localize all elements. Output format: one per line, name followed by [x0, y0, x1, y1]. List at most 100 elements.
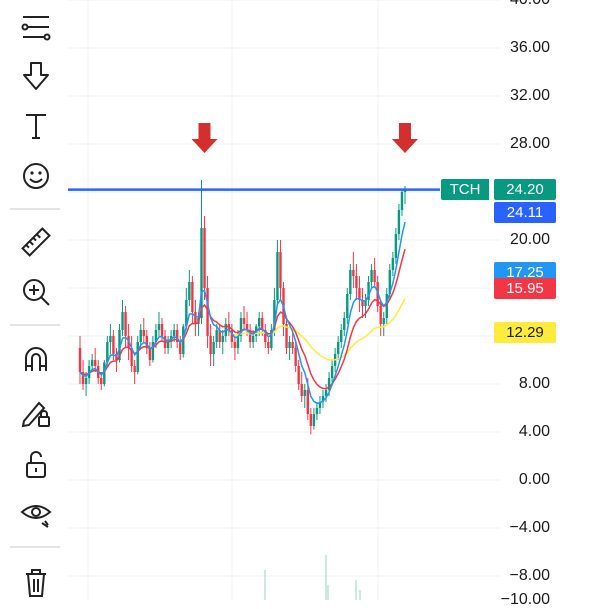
candle-body: [349, 270, 352, 294]
price-tag: 24.20: [494, 178, 556, 200]
down-arrow-annotation: [191, 123, 218, 153]
candle-body: [124, 312, 127, 336]
price-axis-label: 20.00: [509, 231, 550, 248]
price-axis-label: 4.00: [518, 423, 550, 440]
candle-body: [294, 348, 297, 366]
candle-body: [382, 318, 385, 324]
candle-body: [154, 330, 158, 342]
candle-body: [121, 312, 124, 330]
candle-body: [93, 360, 97, 366]
price-axis-label: 40.00: [510, 0, 550, 9]
candle-body: [236, 336, 240, 348]
candle-body: [291, 342, 294, 348]
candle-body: [400, 192, 404, 210]
candle-body: [321, 396, 325, 402]
price-axis-label: 36.00: [509, 39, 550, 56]
candle-body: [84, 378, 88, 384]
candle-body: [264, 330, 267, 342]
candle-body: [324, 390, 328, 396]
lock-drawing-icon[interactable]: [14, 392, 58, 432]
candle-body: [109, 336, 112, 342]
candle-body: [118, 330, 121, 360]
candle-body: [242, 318, 246, 324]
candle-body: [358, 288, 361, 300]
candle-body: [379, 306, 382, 324]
candle-body: [303, 390, 306, 396]
eye-icon[interactable]: [14, 494, 58, 534]
candle-body: [230, 330, 234, 342]
candle-body: [258, 318, 261, 327]
candle-body: [90, 360, 94, 366]
candle-body: [391, 258, 395, 270]
unlock-icon[interactable]: [14, 444, 58, 484]
candle-body: [261, 318, 264, 330]
candle-body: [361, 300, 364, 306]
candle-body: [106, 342, 109, 363]
candle-body: [157, 324, 161, 330]
candle-body: [78, 348, 82, 372]
candle-body: [166, 342, 170, 348]
candle-body: [273, 300, 276, 330]
candle-body: [194, 312, 197, 324]
arrow-down-icon[interactable]: [14, 56, 58, 96]
candle-body: [330, 366, 334, 378]
candle-body: [221, 336, 224, 342]
candle-body: [218, 330, 221, 342]
candle-body: [81, 372, 85, 384]
candle-body: [297, 366, 300, 384]
candle-body: [315, 408, 319, 414]
candle-body: [233, 342, 237, 348]
emoji-icon[interactable]: [14, 156, 58, 196]
candle-body: [100, 378, 103, 384]
candle-body: [312, 414, 316, 426]
candle-body: [306, 390, 310, 414]
candle-body: [388, 270, 392, 294]
candle-body: [370, 270, 373, 282]
zoom-in-icon[interactable]: [14, 272, 58, 312]
candle-body: [385, 294, 388, 318]
candle-body: [300, 384, 303, 396]
candle-body: [373, 270, 376, 282]
price-axis-label: 8.00: [518, 375, 550, 392]
ma-fast-line: [79, 221, 406, 405]
candle-body: [352, 270, 355, 276]
trash-icon[interactable]: [14, 562, 58, 602]
candle-body: [112, 336, 115, 354]
candle-body: [200, 228, 203, 318]
candle-body: [279, 252, 282, 288]
magnet-icon[interactable]: [14, 340, 58, 380]
candle-body: [239, 318, 243, 336]
trend-lines-icon[interactable]: [14, 6, 58, 46]
candle-body: [188, 282, 191, 300]
candle-body: [251, 336, 255, 342]
candle-body: [103, 362, 106, 384]
drawing-toolbar: [0, 0, 68, 600]
candle-body: [179, 342, 182, 354]
candle-body: [148, 348, 152, 360]
text-icon[interactable]: [14, 106, 58, 146]
price-axis-label: −10.00: [500, 591, 550, 608]
candle-body: [327, 378, 331, 390]
candle-body: [309, 414, 313, 426]
down-arrow-annotation: [391, 123, 418, 153]
ruler-icon[interactable]: [14, 222, 58, 262]
ma-slow-line: [231, 298, 406, 361]
candle-body: [215, 330, 218, 342]
candle-body: [185, 300, 188, 327]
candle-body: [142, 330, 145, 336]
toolbar-divider: [10, 324, 60, 326]
candle-body: [346, 294, 349, 318]
price-tag: 15.95: [494, 277, 556, 299]
candle-body: [209, 336, 212, 354]
candle-body: [203, 228, 206, 288]
candle-body: [340, 330, 343, 342]
candle-body: [87, 366, 91, 378]
price-axis-label: 28.00: [509, 135, 550, 152]
candle-body: [172, 330, 176, 336]
price-axis-label: 32.00: [509, 87, 550, 104]
candle-body: [288, 342, 291, 348]
candle-body: [364, 300, 367, 306]
candle-body: [355, 276, 358, 288]
candle-body: [343, 318, 346, 330]
